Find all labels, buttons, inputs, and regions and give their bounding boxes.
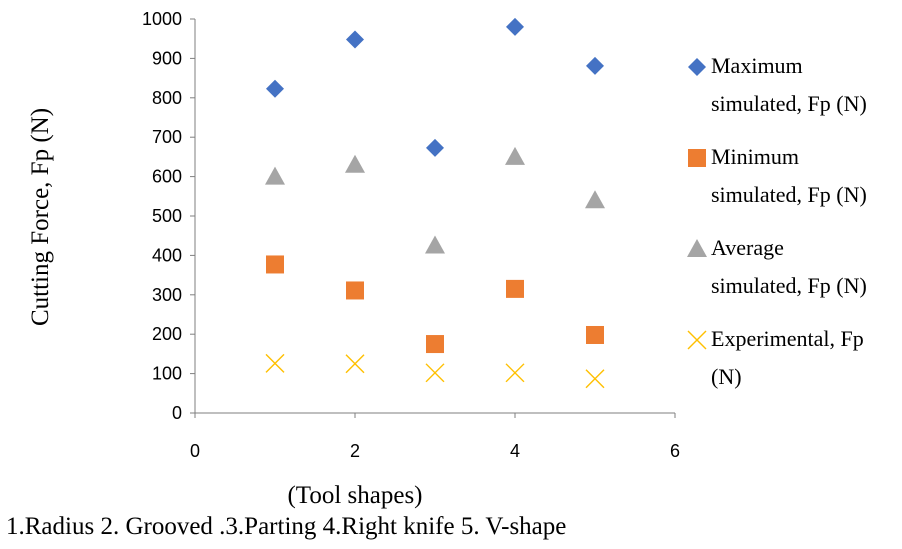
data-point <box>426 335 444 354</box>
x-tick-label: 2 <box>350 441 360 461</box>
data-point <box>426 138 444 157</box>
data-point <box>266 255 284 274</box>
series-x <box>265 353 605 389</box>
data-point <box>346 30 364 49</box>
x-tick-label: 0 <box>190 441 200 461</box>
data-point <box>506 17 524 36</box>
data-point <box>505 146 525 165</box>
legend-marker <box>687 330 707 350</box>
data-point <box>425 363 445 383</box>
data-point <box>585 369 605 389</box>
data-point <box>586 56 604 75</box>
legend-label: Average <box>711 235 784 260</box>
legend-label: (N) <box>711 364 742 389</box>
y-tick-label: 500 <box>152 206 182 226</box>
y-tick-label: 700 <box>152 127 182 147</box>
data-point <box>346 281 364 300</box>
data-point <box>505 363 525 383</box>
series-square <box>266 255 604 354</box>
y-axis-title: Cutting Force, Fp (N) <box>27 108 54 326</box>
data-point <box>265 166 285 185</box>
legend-label: Maximum <box>711 53 803 78</box>
y-tick-label: 200 <box>152 324 182 344</box>
legend-marker <box>688 58 706 76</box>
data-point <box>265 353 285 373</box>
legend-entry: Average simulated, Fp (N) <box>687 235 867 298</box>
y-tick-label: 400 <box>152 245 182 265</box>
y-tick-label: 1000 <box>142 9 182 29</box>
x-tick-label: 6 <box>670 441 680 461</box>
legend-label: simulated, Fp (N) <box>711 273 867 298</box>
legend-entry: Minimum simulated, Fp (N) <box>688 144 867 207</box>
legend-label: Experimental, Fp <box>711 326 864 351</box>
data-point <box>266 79 284 98</box>
chart-caption: 1.Radius 2. Grooved .3.Parting 4.Right k… <box>6 513 566 540</box>
y-tick-label: 300 <box>152 285 182 305</box>
plot-area: 0 100 200 300 400 500 600 700 800 900 1000 0 2 4 6 <box>142 9 680 461</box>
legend-label: simulated, Fp (N) <box>711 182 867 207</box>
legend-label: Minimum <box>711 144 799 169</box>
data-point <box>345 154 365 173</box>
series-triangle <box>265 146 605 254</box>
data-point <box>586 325 604 344</box>
x-axis-title: (Tool shapes) <box>287 482 422 509</box>
legend-marker <box>687 239 707 257</box>
series-diamond <box>266 17 604 157</box>
y-tick-label: 600 <box>152 167 182 187</box>
y-tick-label: 100 <box>152 364 182 384</box>
x-tick-label: 4 <box>510 441 520 461</box>
data-point <box>345 354 365 374</box>
y-tick-label: 800 <box>152 88 182 108</box>
data-point <box>425 235 445 254</box>
legend-entry: Experimental, Fp (N) <box>687 326 864 389</box>
legend-marker <box>688 149 706 167</box>
data-point <box>506 279 524 298</box>
data-point <box>585 190 605 209</box>
y-tick-label: 0 <box>172 403 182 423</box>
legend-label: simulated, Fp (N) <box>711 91 867 116</box>
legend: Maximum simulated, Fp (N) Minimum simulated… <box>687 53 867 389</box>
y-tick-label: 900 <box>152 48 182 68</box>
legend-entry: Maximum simulated, Fp (N) <box>688 53 867 116</box>
